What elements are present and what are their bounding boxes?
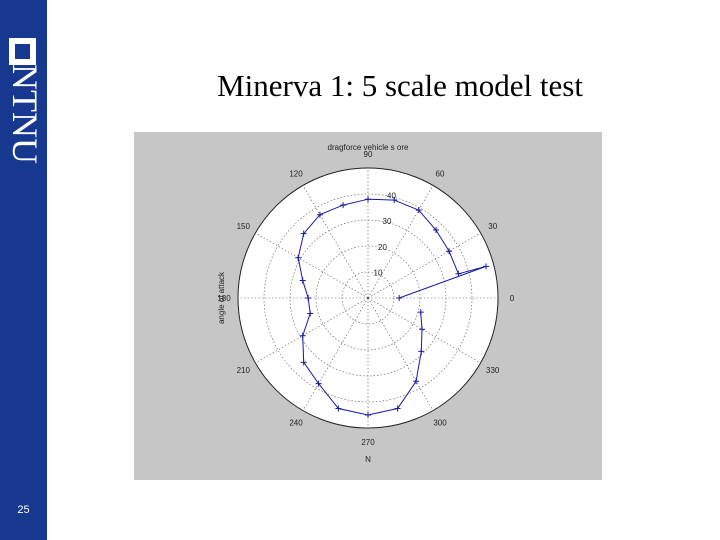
data-point-marker [316,211,323,218]
angle-grid-spoke [255,232,369,299]
data-point-marker [415,207,422,214]
data-point-marker [305,295,312,301]
radial-grid-ring [315,245,421,351]
data-point-marker [483,263,490,270]
data-point-marker [433,226,440,233]
polar-chart: dragforce vehicle s ore angle of attack … [217,143,515,464]
x-axis-label: N [365,455,371,464]
data-point-marker [315,380,322,387]
radial-tick-label: 20 [378,243,387,252]
angle-tick-label: 330 [486,366,500,375]
angle-tick-label: 270 [361,438,375,447]
data-point-marker [365,412,371,418]
radial-tick-label: 30 [383,217,392,226]
data-point-marker [295,254,302,261]
angle-tick-label: 60 [436,169,445,178]
angle-tick-label: 300 [433,419,447,428]
data-point-marker [418,348,425,355]
angle-grid-spoke [367,297,434,411]
data-point-marker [446,248,453,255]
data-point-marker [455,270,462,277]
radial-tick-label: 40 [387,192,396,201]
angle-tick-label: 150 [237,222,251,231]
polar-series [295,196,490,418]
ntnu-logo-icon [9,38,36,65]
angle-grid-spoke [367,185,434,299]
data-point-marker [365,196,371,203]
angle-tick-label: 180 [217,294,231,303]
angle-tick-label: 90 [364,150,373,159]
data-point-marker [419,326,426,333]
data-point-marker [417,309,424,316]
angle-tick-label: 0 [510,294,515,303]
polar-figure: dragforce vehicle s ore angle of attack … [134,132,602,480]
angle-grid-spoke [367,297,481,364]
angle-grid-spoke [255,297,369,364]
data-point-marker [299,332,306,339]
angle-grid-spoke [302,185,369,299]
angle-tick-label: 210 [237,366,251,375]
brand-text: NTNU [5,64,45,164]
radial-grid-ring [263,193,473,403]
data-point-marker [391,197,398,204]
ntnu-sidebar: NTNU 25 [0,0,47,540]
polar-grid: 10 20 30 40 0 30 60 90 120 150 180 210 240 270 300 330 [217,150,514,447]
radial-tick-label: 10 [374,268,383,277]
angle-tick-label: 240 [289,419,303,428]
slide-title: Minerva 1: 5 scale model test [217,68,583,103]
angle-grid-spoke [302,297,369,411]
data-point-marker [300,359,307,366]
data-point-marker [307,310,314,317]
data-point-marker [394,405,401,412]
angle-grid-spoke [367,232,481,299]
data-point-marker [340,202,347,209]
data-point-marker [413,378,420,385]
angle-tick-label: 30 [488,222,497,231]
data-point-marker [396,295,403,301]
chart-title: dragforce vehicle s ore [328,143,409,152]
data-point-marker [300,230,307,237]
y-axis-label: angle of attack [217,271,226,324]
page-number: 25 [17,504,30,516]
angle-tick-label: 120 [289,169,303,178]
data-point-marker [335,405,342,412]
data-point-marker [299,277,306,284]
